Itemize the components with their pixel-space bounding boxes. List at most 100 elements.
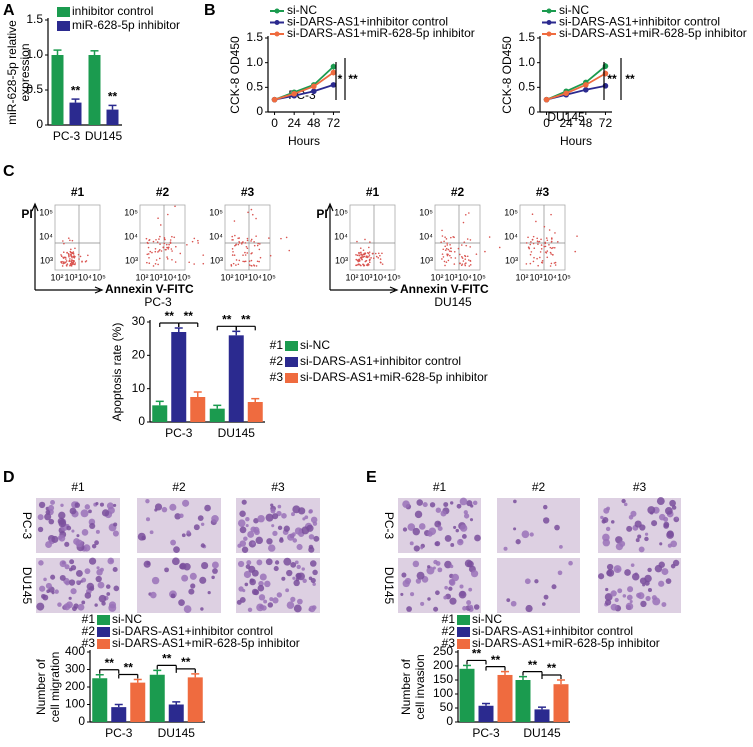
event-dot <box>545 252 548 254</box>
cell <box>286 601 295 609</box>
event-dot <box>362 249 365 251</box>
legend-swatch <box>546 31 552 37</box>
cell <box>267 602 274 608</box>
cell <box>433 559 438 565</box>
cell <box>37 526 44 533</box>
event-dot <box>253 264 256 267</box>
cell <box>455 528 459 533</box>
cell <box>291 512 295 517</box>
cell <box>190 583 196 589</box>
event-dot <box>446 242 448 244</box>
cell <box>106 592 111 596</box>
event-dot <box>165 243 168 246</box>
event-dot <box>445 261 448 263</box>
cell <box>63 603 71 611</box>
cell <box>406 606 412 612</box>
event-dot <box>157 251 159 253</box>
event-dot <box>453 250 456 253</box>
cell <box>296 564 301 570</box>
event-dot <box>461 244 463 246</box>
event-dot <box>525 263 528 265</box>
event-dot <box>459 262 461 265</box>
cell <box>310 516 318 524</box>
y-tick-label: 10⁴ <box>504 231 518 241</box>
cell <box>295 572 302 580</box>
cell <box>75 569 83 577</box>
point <box>311 83 317 90</box>
cell <box>449 564 454 569</box>
event-dot <box>168 243 170 246</box>
cell <box>617 588 623 594</box>
event-dot <box>532 242 535 245</box>
cell <box>200 543 206 548</box>
y-tick-label: 10³ <box>210 255 223 265</box>
plot-title: #1 <box>71 185 85 199</box>
y-tick-label: 0 <box>36 117 43 131</box>
cell <box>640 600 647 608</box>
event-dot <box>163 242 166 245</box>
cell <box>297 598 303 605</box>
cell <box>64 541 70 547</box>
event-dot <box>445 247 448 250</box>
event-dot <box>158 257 161 260</box>
event-dot <box>156 241 159 243</box>
cell <box>245 524 249 528</box>
cell <box>308 544 314 550</box>
line <box>274 84 334 101</box>
cell <box>310 577 316 584</box>
cell <box>290 561 297 568</box>
y-tick-label: 0.5 <box>26 82 43 96</box>
cell <box>416 571 425 580</box>
bar <box>168 704 184 722</box>
x-tick-label: 48 <box>579 116 593 130</box>
cell <box>66 525 72 531</box>
event-dot <box>79 255 82 258</box>
cell <box>293 604 302 613</box>
event-dot <box>237 237 239 240</box>
event-dot <box>259 256 262 259</box>
cell <box>510 600 517 607</box>
cell <box>459 584 464 589</box>
cell <box>453 525 457 529</box>
y-tick-label: 0 <box>138 414 145 428</box>
bar <box>149 674 165 722</box>
cell <box>204 504 211 512</box>
event-dot <box>253 244 256 247</box>
event-dot <box>463 241 466 243</box>
bar <box>152 405 168 422</box>
bar <box>515 680 531 722</box>
event-dot <box>444 245 447 248</box>
cell <box>463 513 470 519</box>
cell <box>297 507 306 515</box>
cell <box>598 573 605 580</box>
legend-label: si-NC <box>287 3 317 17</box>
cell <box>623 502 628 507</box>
event-dot <box>191 240 194 243</box>
cell <box>413 545 420 552</box>
cell <box>77 603 85 611</box>
legend-prefix: #3 <box>82 636 96 650</box>
cell <box>145 498 150 504</box>
cell <box>645 595 651 602</box>
event-dot <box>154 247 157 250</box>
cell <box>283 525 290 532</box>
event-dot <box>457 247 460 250</box>
event-dot <box>235 259 238 261</box>
cell <box>636 592 642 598</box>
legend-swatch <box>457 615 470 625</box>
event-dot <box>377 252 380 255</box>
event-dot <box>359 247 362 249</box>
cell <box>58 535 63 540</box>
point <box>563 90 569 97</box>
legend-swatch <box>457 639 470 649</box>
event-dot <box>468 212 470 214</box>
event-dot <box>535 220 537 223</box>
event-dot <box>359 251 362 254</box>
event-dot <box>453 263 456 265</box>
cell <box>50 499 55 505</box>
event-dot <box>71 259 73 261</box>
cell <box>46 589 50 594</box>
cell <box>469 518 474 522</box>
cell <box>449 597 457 605</box>
event-dot <box>549 246 552 249</box>
